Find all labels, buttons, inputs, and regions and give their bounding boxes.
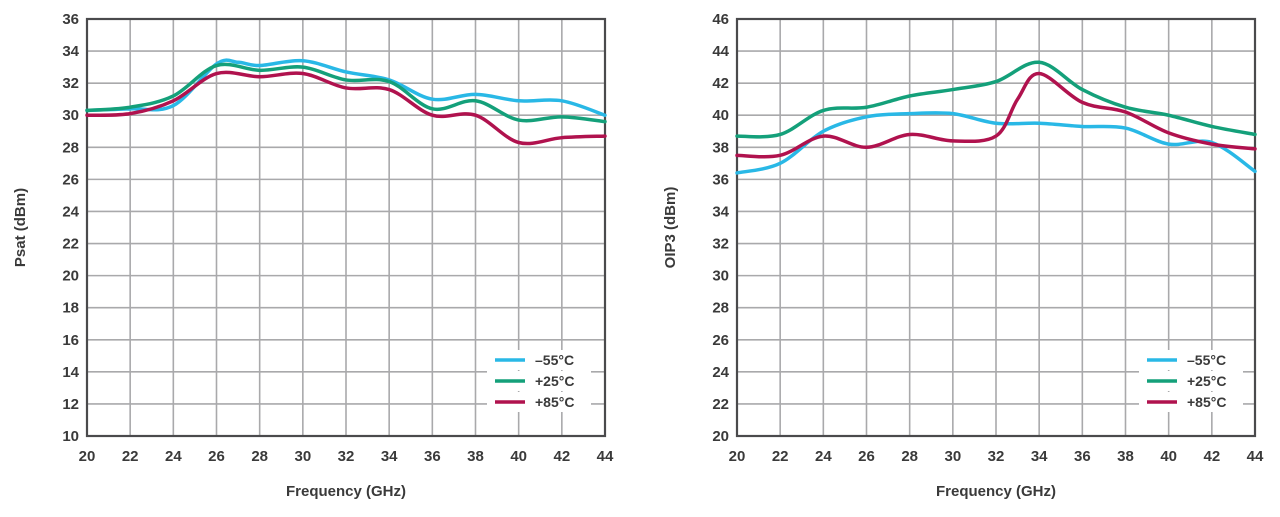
series-line (85, 70, 607, 146)
x-tick-label: 28 (901, 448, 918, 465)
y-tick-label: 10 (62, 428, 79, 445)
series-line (735, 60, 1257, 139)
series-line (85, 58, 607, 117)
legend-background (487, 350, 591, 370)
x-tick-label: 38 (1117, 448, 1134, 465)
y-tick-label: 20 (62, 268, 79, 285)
y-tick-label: 32 (712, 236, 729, 253)
x-tick-label: 44 (1247, 448, 1264, 465)
legend-label: +85°C (1187, 394, 1226, 410)
y-tick-label: 34 (712, 203, 729, 220)
legend-background (1139, 392, 1243, 412)
x-tick-label: 30 (944, 448, 961, 465)
y-tick-label: 26 (712, 332, 729, 349)
plot-frame (85, 17, 607, 438)
legend-label: +25°C (1187, 373, 1226, 389)
x-tick-label: 42 (1203, 448, 1220, 465)
y-tick-label: 12 (62, 396, 79, 413)
x-tick-label: 32 (988, 448, 1005, 465)
x-tick-label: 24 (165, 448, 182, 465)
legend-label: +25°C (535, 373, 574, 389)
x-tick-label: 34 (381, 448, 398, 465)
legend-background (1139, 350, 1243, 370)
y-tick-label: 22 (712, 396, 729, 413)
x-tick-label: 38 (467, 448, 484, 465)
y-tick-label: 40 (712, 107, 729, 124)
x-tick-label: 20 (729, 448, 746, 465)
y-tick-label: 36 (62, 11, 79, 28)
x-tick-label: 36 (1074, 448, 1091, 465)
x-axis-label: Frequency (GHz) (286, 483, 406, 500)
x-tick-label: 26 (208, 448, 225, 465)
y-tick-label: 28 (712, 300, 729, 317)
y-tick-label: 18 (62, 300, 79, 317)
y-tick-label: 44 (712, 43, 729, 60)
x-tick-label: 36 (424, 448, 441, 465)
x-tick-label: 42 (553, 448, 570, 465)
legend-background (1139, 371, 1243, 391)
x-tick-label: 34 (1031, 448, 1048, 465)
x-tick-label: 24 (815, 448, 832, 465)
x-tick-label: 26 (858, 448, 875, 465)
y-tick-label: 32 (62, 75, 79, 92)
y-tick-label: 16 (62, 332, 79, 349)
y-tick-label: 38 (712, 139, 729, 156)
x-tick-label: 20 (79, 448, 96, 465)
y-tick-label: 30 (712, 268, 729, 285)
x-tick-label: 22 (772, 448, 789, 465)
y-tick-label: 30 (62, 107, 79, 124)
x-tick-label: 30 (294, 448, 311, 465)
y-tick-label: 20 (712, 428, 729, 445)
chart-panel-2: 20 22 24 26 28 30 32 34 36 38 40 42 44 20 22 24 26 28 30 32… (662, 11, 1264, 500)
y-axis-label: OIP3 (dBm) (662, 187, 679, 269)
y-tick-label: 46 (712, 11, 729, 28)
y-tick-label: 24 (62, 203, 79, 220)
y-tick-label: 22 (62, 236, 79, 253)
x-tick-label: 40 (510, 448, 527, 465)
x-tick-label: 22 (122, 448, 139, 465)
y-tick-label: 28 (62, 139, 79, 156)
y-axis-label: Psat (dBm) (12, 188, 29, 267)
chart-panel-1: 20 22 24 26 28 30 32 34 36 38 40 42 44 10 12 14 16 18 20 22… (12, 11, 614, 500)
legend-background (487, 371, 591, 391)
x-tick-label: 32 (338, 448, 355, 465)
y-tick-label: 26 (62, 171, 79, 188)
series-line (735, 111, 1257, 175)
y-tick-label: 24 (712, 364, 729, 381)
legend-label: –55°C (1187, 352, 1226, 368)
x-tick-label: 28 (251, 448, 268, 465)
y-tick-label: 42 (712, 75, 729, 92)
legend-background (487, 392, 591, 412)
legend-label: –55°C (535, 352, 574, 368)
legend-label: +85°C (535, 394, 574, 410)
plot-frame (735, 17, 1257, 438)
x-tick-label: 40 (1160, 448, 1177, 465)
y-tick-label: 36 (712, 171, 729, 188)
x-axis-label: Frequency (GHz) (936, 483, 1056, 500)
x-tick-label: 44 (597, 448, 614, 465)
series-line (735, 71, 1257, 159)
y-tick-label: 14 (62, 364, 79, 381)
series-line (85, 62, 607, 124)
y-tick-label: 34 (62, 43, 79, 60)
